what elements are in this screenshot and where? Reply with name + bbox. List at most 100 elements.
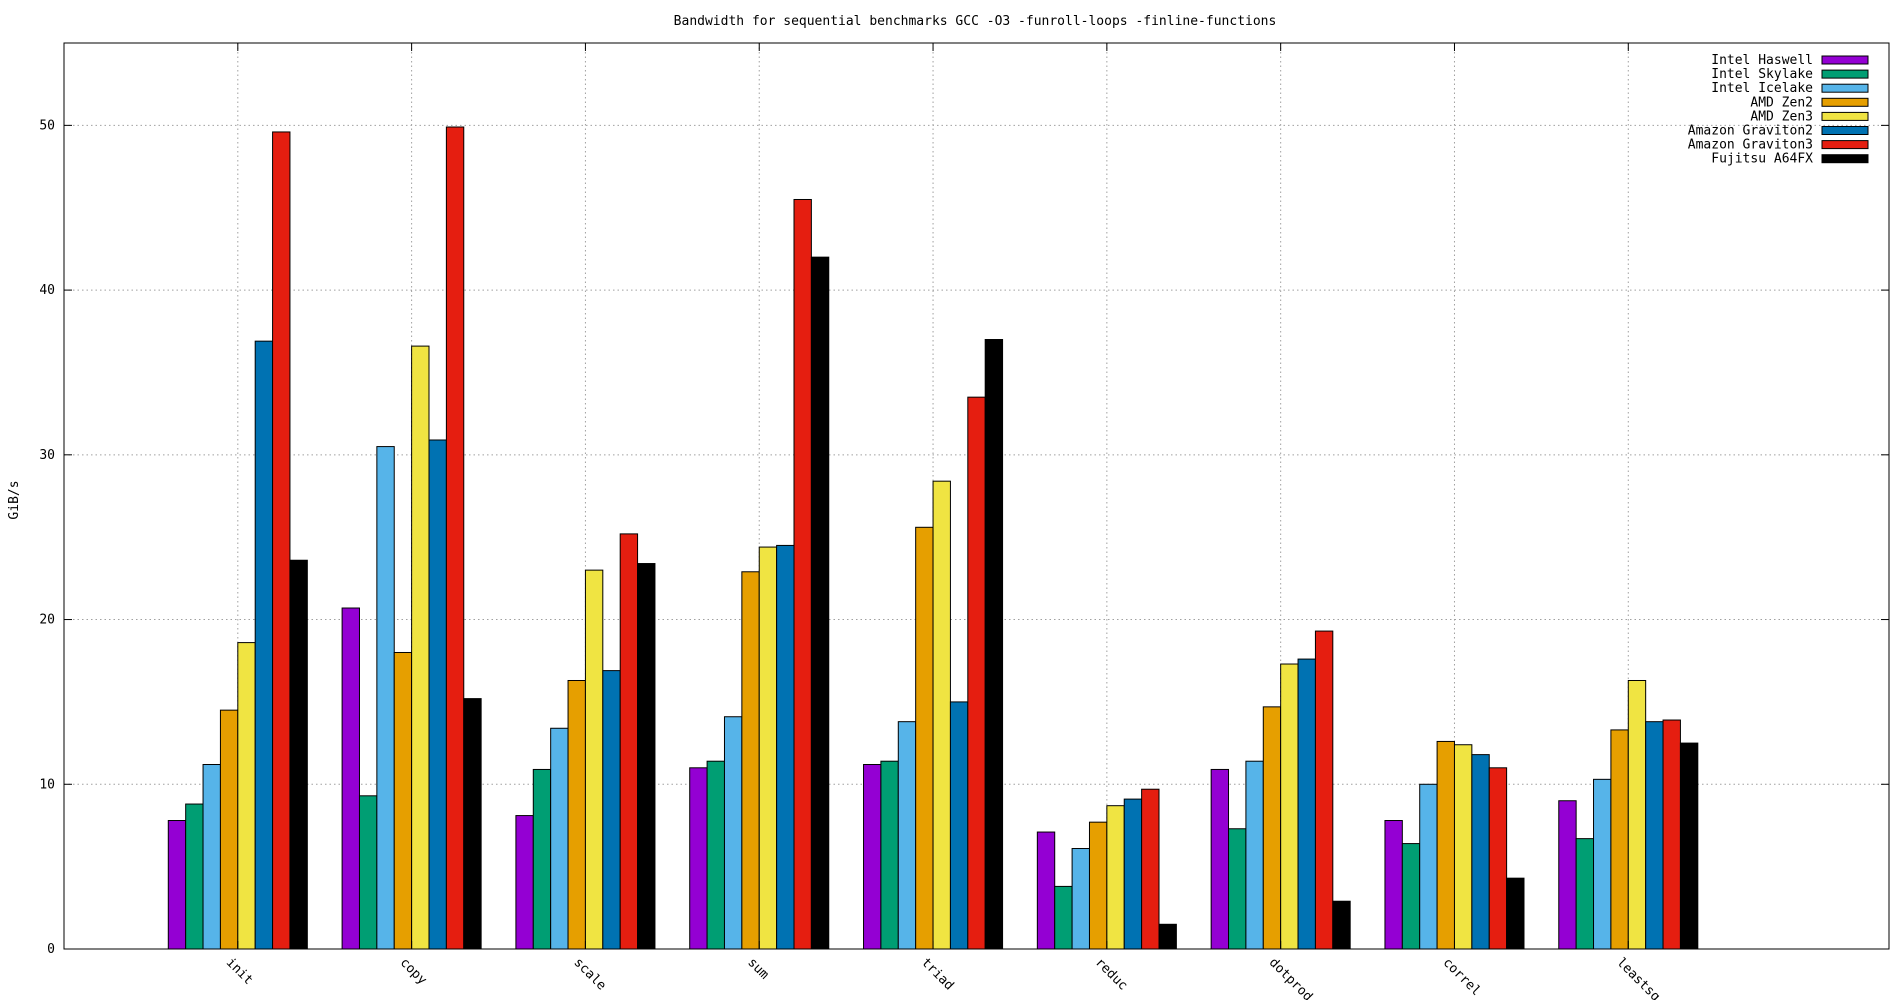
- bar-amd-zen2-copy: [393, 651, 413, 950]
- legend-swatch: [1821, 97, 1869, 107]
- legend-label: Intel Icelake: [1711, 81, 1813, 96]
- y-tick-label: 30: [39, 448, 55, 463]
- bar-intel-skylake-leastsq: [1575, 838, 1595, 950]
- legend-label: AMD Zen2: [1750, 95, 1813, 110]
- bar-amd-zen2-triad: [915, 526, 934, 950]
- bar-intel-icelake-reduc: [1071, 848, 1090, 950]
- legend-swatch: [1821, 140, 1869, 150]
- bar-intel-icelake-triad: [897, 721, 917, 950]
- y-tick-label: 20: [39, 613, 55, 628]
- bar-intel-haswell-triad: [863, 764, 882, 950]
- x-tick-label: leastsq: [1613, 955, 1662, 1000]
- bar-amd-zen3-sum: [758, 546, 778, 950]
- x-tick-label: dotprod: [1266, 955, 1315, 1000]
- bar-amd-zen3-reduc: [1106, 805, 1125, 950]
- bar-amazon-graviton2-scale: [602, 670, 621, 950]
- bar-amd-zen3-copy: [411, 345, 430, 950]
- bar-amazon-graviton3-correl: [1488, 767, 1508, 950]
- bar-amd-zen2-reduc: [1088, 821, 1108, 950]
- y-tick-label: 0: [47, 942, 55, 957]
- bar-amd-zen2-init: [219, 709, 239, 950]
- x-tick-label: sum: [744, 955, 771, 982]
- legend-swatch: [1821, 111, 1869, 121]
- bar-amd-zen3-leastsq: [1627, 679, 1647, 950]
- bar-amazon-graviton2-dotprod: [1297, 658, 1316, 950]
- bar-amd-zen2-sum: [741, 571, 760, 950]
- bar-intel-haswell-sum: [689, 767, 708, 950]
- bar-fujitsu-a64fx-reduc: [1158, 923, 1177, 950]
- bar-intel-haswell-leastsq: [1558, 800, 1577, 950]
- bar-fujitsu-a64fx-sum: [810, 256, 830, 950]
- bar-amazon-graviton2-leastsq: [1645, 721, 1664, 950]
- bar-intel-icelake-leastsq: [1593, 778, 1612, 950]
- chart-title: Bandwidth for sequential benchmarks GCC …: [674, 14, 1277, 29]
- bar-fujitsu-a64fx-triad: [984, 339, 1004, 950]
- bar-intel-haswell-copy: [341, 607, 360, 950]
- x-tick-label: reduc: [1092, 955, 1130, 993]
- legend-label: Amazon Graviton2: [1688, 124, 1813, 139]
- legend-label: Intel Skylake: [1711, 67, 1813, 82]
- bar-fujitsu-a64fx-copy: [463, 698, 482, 950]
- bar-fujitsu-a64fx-dotprod: [1332, 900, 1351, 950]
- bar-intel-skylake-triad: [880, 760, 899, 950]
- bar-fujitsu-a64fx-correl: [1506, 877, 1525, 950]
- y-tick-label: 40: [39, 283, 55, 298]
- bar-fujitsu-a64fx-scale: [637, 563, 656, 950]
- bar-amazon-graviton2-init: [254, 340, 274, 950]
- legend-swatch: [1821, 55, 1869, 65]
- bar-intel-skylake-dotprod: [1228, 828, 1247, 950]
- bar-intel-skylake-reduc: [1054, 885, 1073, 950]
- bar-amd-zen2-dotprod: [1262, 706, 1282, 950]
- bar-intel-haswell-scale: [515, 815, 534, 950]
- bar-intel-haswell-dotprod: [1210, 768, 1230, 950]
- bar-intel-skylake-correl: [1401, 843, 1421, 950]
- bar-intel-skylake-copy: [358, 795, 378, 950]
- bar-amazon-graviton3-reduc: [1141, 788, 1160, 950]
- legend-swatch: [1821, 154, 1869, 164]
- bar-amazon-graviton2-correl: [1471, 754, 1490, 950]
- y-tick-label: 10: [39, 777, 55, 792]
- legend-label: AMD Zen3: [1750, 109, 1813, 124]
- bar-amazon-graviton2-triad: [949, 701, 969, 950]
- bar-intel-skylake-sum: [706, 760, 725, 950]
- plot-border: [63, 42, 1890, 950]
- legend-label: Intel Haswell: [1711, 53, 1813, 68]
- bar-amazon-graviton3-dotprod: [1314, 630, 1334, 950]
- bar-amd-zen3-init: [237, 642, 256, 950]
- bar-amazon-graviton3-init: [272, 131, 291, 950]
- y-axis-label: GiB/s: [7, 480, 22, 519]
- bar-amd-zen3-correl: [1453, 744, 1473, 950]
- x-tick-label: correl: [1440, 955, 1484, 999]
- bar-amd-zen3-scale: [584, 569, 604, 950]
- x-tick-label: triad: [918, 955, 956, 993]
- bar-fujitsu-a64fx-leastsq: [1679, 742, 1699, 950]
- bar-amazon-graviton3-scale: [619, 533, 639, 950]
- bar-intel-haswell-correl: [1384, 820, 1403, 950]
- bar-amazon-graviton3-sum: [793, 198, 812, 950]
- y-tick-label: 50: [39, 118, 55, 133]
- bar-fujitsu-a64fx-init: [289, 559, 308, 950]
- legend-label: Amazon Graviton3: [1688, 138, 1813, 153]
- bar-intel-haswell-reduc: [1036, 831, 1056, 950]
- bar-intel-icelake-correl: [1419, 783, 1438, 950]
- bar-intel-skylake-init: [185, 803, 204, 950]
- bar-intel-icelake-dotprod: [1245, 760, 1264, 950]
- bar-amd-zen2-scale: [567, 679, 586, 950]
- bar-amd-zen2-correl: [1436, 740, 1455, 950]
- bar-intel-skylake-scale: [532, 768, 552, 950]
- bar-amd-zen3-dotprod: [1280, 663, 1299, 950]
- bar-amazon-graviton3-copy: [445, 126, 465, 950]
- bar-intel-icelake-init: [202, 764, 221, 950]
- bar-amazon-graviton2-reduc: [1123, 798, 1143, 950]
- bar-amazon-graviton2-sum: [776, 544, 795, 950]
- bar-amazon-graviton3-leastsq: [1662, 719, 1681, 950]
- legend-swatch: [1821, 126, 1869, 135]
- bar-amazon-graviton2-copy: [428, 439, 447, 950]
- bar-amazon-graviton3-triad: [967, 396, 986, 950]
- bar-amd-zen3-triad: [932, 480, 951, 950]
- legend-swatch: [1821, 69, 1869, 79]
- legend-label: Fujitsu A64FX: [1711, 152, 1813, 167]
